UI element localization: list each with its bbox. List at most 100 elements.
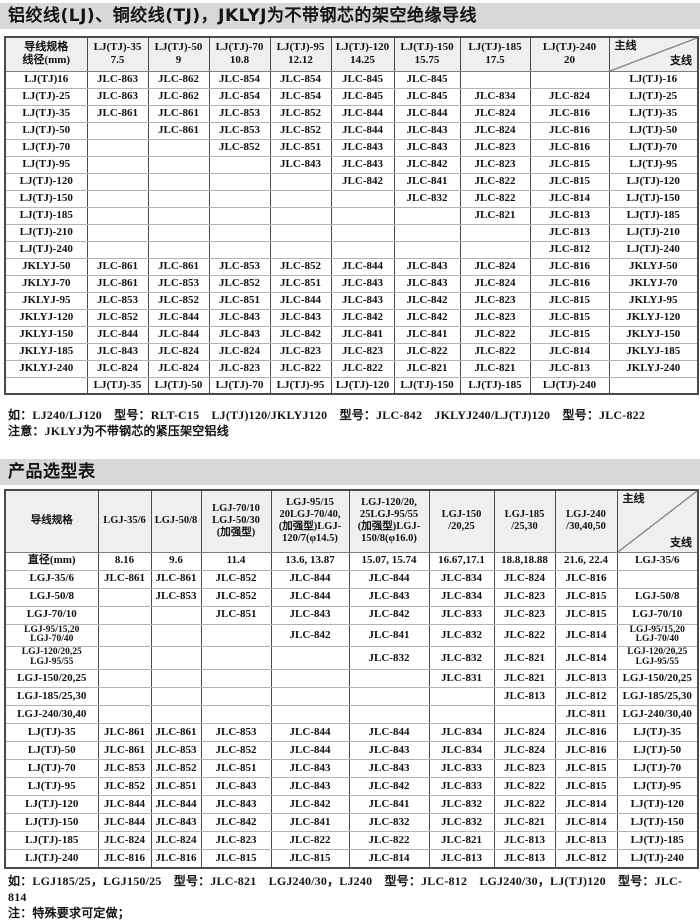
model-cell: JLC-852 xyxy=(97,777,152,797)
branch-label-cell: LGJ-35/6 xyxy=(616,551,699,571)
model-cell: JLC-824 xyxy=(150,831,202,851)
model-cell: JLC-842 xyxy=(269,325,332,344)
model-cell: JLC-861 xyxy=(86,257,149,276)
model-cell xyxy=(330,206,395,225)
table-row: JKLYJ-70 JLC-861 JLC-853 JLC-852 JLC-851 JLC-… xyxy=(4,274,699,293)
model-cell: JLC-814 xyxy=(554,623,618,648)
model-cell: JLC-833 xyxy=(428,759,495,779)
branch-label-cell: LJ(TJ)-185 xyxy=(608,206,699,225)
model-cell: JLC-842 xyxy=(270,795,350,815)
model-cell: JLC-815 xyxy=(270,849,350,869)
model-cell: 8.16 xyxy=(97,551,152,571)
row-label-cell: LJ(TJ)-150 xyxy=(4,813,99,833)
model-cell: JLC-844 xyxy=(330,121,395,140)
table-row: LJ(TJ)-210 JLC-813 LJ(TJ)-210 xyxy=(4,223,699,242)
model-cell: JLC-816 xyxy=(529,257,610,276)
model-cell: 16.67,17.1 xyxy=(428,551,495,571)
model-cell: JLC-861 xyxy=(147,104,210,123)
model-cell: JLC-843 xyxy=(330,155,395,174)
model-cell: JLC-851 xyxy=(200,759,272,779)
branch-label-cell: LGJ-95/15,20 LGJ-70/40 xyxy=(616,623,699,648)
model-cell xyxy=(208,189,271,208)
model-cell: JLC-824 xyxy=(493,569,556,589)
model-cell: 21.6, 22.4 xyxy=(554,551,618,571)
model-cell xyxy=(269,189,332,208)
table-row: LJ(TJ)-150 JLC-844 JLC-843 JLC-842 JLC-841 JL… xyxy=(4,813,699,833)
table-row: LJ(TJ)-35 JLC-861 JLC-861 JLC-853 JLC-852 JLC… xyxy=(4,104,699,123)
row-label-cell: LJ(TJ)-35 xyxy=(4,723,99,743)
model-cell: JLC-822 xyxy=(493,777,556,797)
model-cell: JLC-822 xyxy=(270,831,350,851)
model-cell: JLC-813 xyxy=(554,669,618,689)
row-label-cell: LJ(TJ)-210 xyxy=(4,223,88,242)
model-cell xyxy=(86,138,149,157)
branch-label-cell: LJ(TJ)-35 xyxy=(616,723,699,743)
model-cell: JLC-853 xyxy=(86,291,149,310)
model-cell: JLC-853 xyxy=(200,723,272,743)
model-cell xyxy=(393,223,461,242)
model-cell: JLC-824 xyxy=(459,121,531,140)
model-cell: JLC-834 xyxy=(459,87,531,106)
model-cell xyxy=(97,669,152,689)
model-cell: JLC-861 xyxy=(97,723,152,743)
model-cell: JLC-841 xyxy=(330,325,395,344)
column-header-cell: LJ(TJ)-120 14.25 xyxy=(330,36,395,72)
column-header-cell: LJ(TJ)-240 20 xyxy=(529,36,610,72)
branch-label-cell: LJ(TJ)-35 xyxy=(608,104,699,123)
table-row: LJ(TJ)-50 JLC-861 JLC-853 JLC-852 JLC-844 JLC… xyxy=(4,741,699,761)
footer-cell: LJ(TJ)-35 xyxy=(86,376,149,395)
branch-label-cell: LJ(TJ)-25 xyxy=(608,87,699,106)
model-cell: JLC-816 xyxy=(529,138,610,157)
model-cell: JLC-851 xyxy=(150,777,202,797)
wire-model-table-grid: 导线规格 线径(mm) LJ(TJ)-35 7.5 LJ(TJ)-50 9 LJ(TJ… xyxy=(4,36,699,395)
model-cell: JLC-842 xyxy=(270,623,350,648)
model-cell: JLC-841 xyxy=(393,325,461,344)
model-cell: JLC-815 xyxy=(200,849,272,869)
model-cell: JLC-824 xyxy=(493,741,556,761)
model-cell: JLC-812 xyxy=(554,849,618,869)
header-row: 导线规格 LGJ-35/6 LGJ-50/8 LGJ-70/10 LGJ-50/30 … xyxy=(4,489,699,553)
model-cell: JLC-834 xyxy=(428,587,495,607)
branch-label-cell: JKLYJ-185 xyxy=(608,342,699,361)
row-label-cell: JKLYJ-185 xyxy=(4,342,88,361)
branch-label-cell: LGJ-70/10 xyxy=(616,605,699,625)
model-cell xyxy=(147,138,210,157)
row-label-cell: LGJ-50/8 xyxy=(4,587,99,607)
model-cell xyxy=(86,172,149,191)
model-cell: JLC-822 xyxy=(393,342,461,361)
model-cell: JLC-824 xyxy=(459,104,531,123)
model-cell xyxy=(86,223,149,242)
model-cell xyxy=(208,172,271,191)
row-label-cell: LGJ-120/20,25 LGJ-95/55 xyxy=(4,646,99,671)
model-cell: JLC-821 xyxy=(459,359,531,378)
model-cell: JLC-824 xyxy=(86,359,149,378)
model-cell: JLC-844 xyxy=(150,795,202,815)
row-label-cell: LGJ-185/25,30 xyxy=(4,687,99,707)
model-cell: JLC-861 xyxy=(97,569,152,589)
row-label-cell: LJ(TJ)-70 xyxy=(4,138,88,157)
model-cell: JLC-845 xyxy=(393,87,461,106)
model-cell: JLC-843 xyxy=(270,759,350,779)
model-cell xyxy=(270,687,350,707)
model-cell: JLC-851 xyxy=(269,274,332,293)
model-cell: JLC-843 xyxy=(393,138,461,157)
table-row: LJ(TJ)-120 JLC-842 JLC-841 JLC-822 JLC-815 LJ… xyxy=(4,172,699,191)
model-cell xyxy=(348,669,430,689)
model-cell: JLC-852 xyxy=(269,104,332,123)
model-cell: JLC-844 xyxy=(330,257,395,276)
table-row: LGJ-50/8 JLC-853 JLC-852 JLC-844 JLC-843 JLC-… xyxy=(4,587,699,607)
model-cell: JLC-811 xyxy=(554,705,618,725)
model-cell: JLC-815 xyxy=(529,155,610,174)
model-cell: JLC-834 xyxy=(428,569,495,589)
header-row: 导线规格 线径(mm) LJ(TJ)-35 7.5 LJ(TJ)-50 9 LJ(TJ… xyxy=(4,36,699,72)
model-cell: JLC-852 xyxy=(147,291,210,310)
model-cell: JLC-822 xyxy=(459,342,531,361)
row-label-cell: LJ(TJ)-25 xyxy=(4,87,88,106)
branch-label-cell: LJ(TJ)-70 xyxy=(616,759,699,779)
model-cell: JLC-842 xyxy=(348,777,430,797)
footer-cell: LJ(TJ)-120 xyxy=(330,376,395,395)
model-cell xyxy=(150,705,202,725)
model-cell: JLC-843 xyxy=(393,121,461,140)
model-cell: JLC-814 xyxy=(529,189,610,208)
branch-label-cell: LGJ-185/25,30 xyxy=(616,687,699,707)
